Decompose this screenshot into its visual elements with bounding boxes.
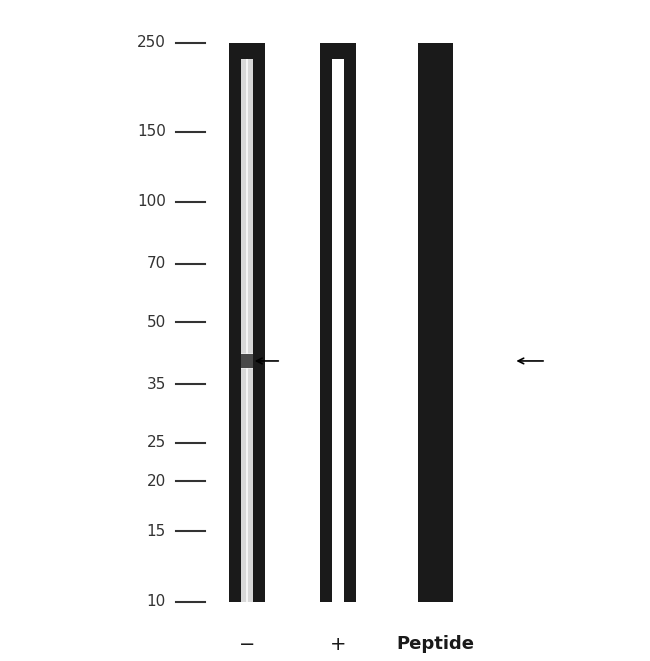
Bar bbox=[229, 43, 241, 602]
Bar bbox=[344, 43, 356, 602]
Text: 250: 250 bbox=[137, 36, 166, 50]
Bar bbox=[418, 43, 454, 59]
Text: −: − bbox=[239, 635, 255, 654]
Bar bbox=[240, 43, 254, 602]
Bar bbox=[418, 43, 430, 602]
Text: 35: 35 bbox=[146, 377, 166, 391]
Text: 70: 70 bbox=[146, 256, 166, 272]
Text: 15: 15 bbox=[146, 524, 166, 539]
Bar bbox=[320, 43, 332, 602]
Text: 25: 25 bbox=[146, 435, 166, 450]
Text: 10: 10 bbox=[146, 594, 166, 609]
Text: 20: 20 bbox=[146, 474, 166, 488]
Bar bbox=[229, 43, 265, 59]
Bar bbox=[240, 353, 254, 369]
Text: 100: 100 bbox=[137, 194, 166, 210]
Text: +: + bbox=[330, 635, 346, 654]
Text: 150: 150 bbox=[137, 124, 166, 139]
Bar bbox=[442, 43, 454, 602]
Text: 50: 50 bbox=[146, 315, 166, 330]
Bar bbox=[332, 43, 344, 602]
Bar bbox=[246, 43, 248, 602]
Text: Peptide: Peptide bbox=[396, 635, 474, 654]
Bar bbox=[320, 43, 356, 59]
Bar bbox=[240, 354, 254, 368]
Bar bbox=[254, 43, 265, 602]
Bar bbox=[335, 43, 341, 602]
Bar bbox=[418, 43, 454, 602]
